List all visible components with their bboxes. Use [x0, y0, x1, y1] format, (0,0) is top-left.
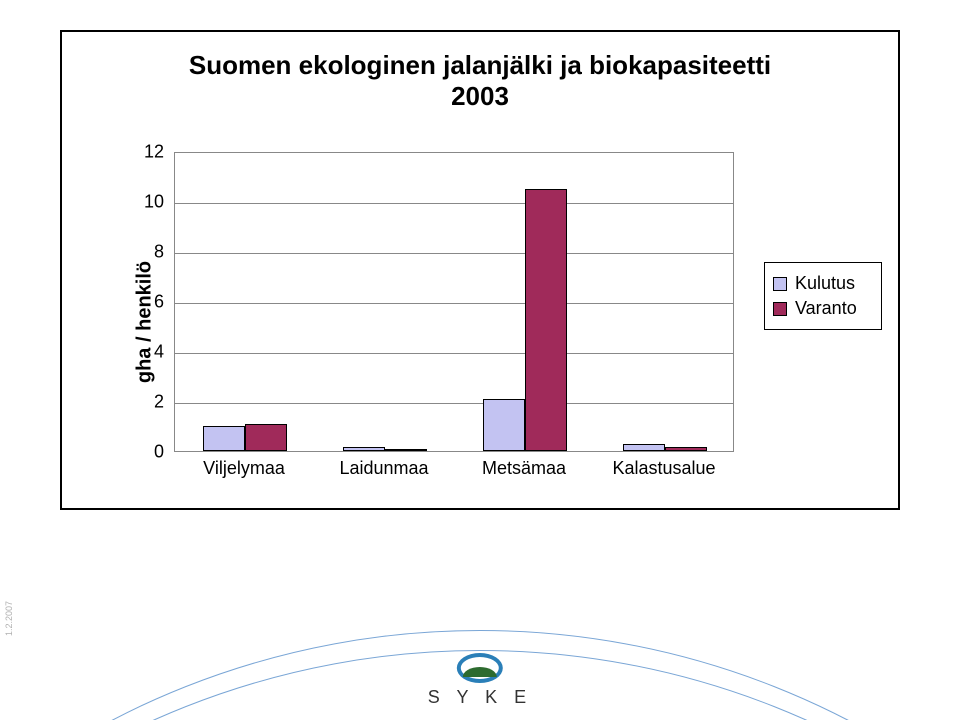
title-line-2: 2003 — [451, 81, 509, 111]
bar — [525, 189, 567, 452]
chart-area: gha / henkilö 024681012 ViljelymaaLaidun… — [122, 152, 882, 492]
chart-title: Suomen ekologinen jalanjälki ja biokapas… — [62, 50, 898, 112]
x-label: Metsämaa — [482, 458, 566, 479]
y-tick: 12 — [136, 142, 164, 163]
bar — [245, 424, 287, 452]
y-tick: 6 — [136, 292, 164, 313]
y-axis-label: gha / henkilö — [134, 261, 157, 383]
legend-label: Kulutus — [795, 273, 855, 294]
x-labels: Viljelymaa Laidunmaa Metsämaa Kalastusalue — [174, 458, 734, 488]
x-label: Viljelymaa — [203, 458, 285, 479]
bar — [385, 449, 427, 451]
legend-item: Kulutus — [773, 273, 873, 294]
y-tick: 0 — [136, 442, 164, 463]
legend-swatch-varanto — [773, 302, 787, 316]
bar — [623, 444, 665, 452]
logo-text: S Y K E — [428, 687, 532, 708]
bar — [483, 399, 525, 452]
bar — [665, 447, 707, 451]
bar — [203, 426, 245, 451]
bar — [343, 447, 385, 451]
y-tick: 2 — [136, 392, 164, 413]
y-tick: 8 — [136, 242, 164, 263]
y-tick: 4 — [136, 342, 164, 363]
chart-frame: Suomen ekologinen jalanjälki ja biokapas… — [60, 30, 900, 510]
legend: Kulutus Varanto — [764, 262, 882, 330]
x-label: Kalastusalue — [612, 458, 715, 479]
x-label: Laidunmaa — [339, 458, 428, 479]
legend-item: Varanto — [773, 298, 873, 319]
legend-swatch-kulutus — [773, 277, 787, 291]
footer: S Y K E — [0, 610, 960, 720]
logo-mark-icon — [457, 653, 503, 683]
y-tick: 10 — [136, 192, 164, 213]
logo: S Y K E — [428, 653, 532, 708]
title-line-1: Suomen ekologinen jalanjälki ja biokapas… — [189, 50, 771, 80]
legend-label: Varanto — [795, 298, 857, 319]
plot-area — [174, 152, 734, 452]
